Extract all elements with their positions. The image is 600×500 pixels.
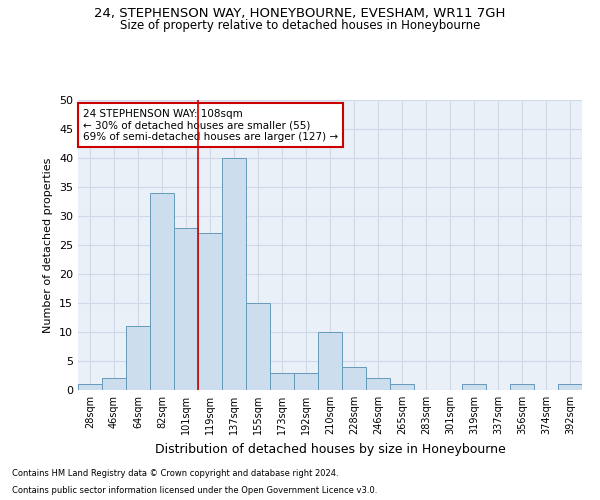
Bar: [390, 384, 414, 390]
Text: Size of property relative to detached houses in Honeybourne: Size of property relative to detached ho…: [120, 19, 480, 32]
Text: Contains public sector information licensed under the Open Government Licence v3: Contains public sector information licen…: [12, 486, 377, 495]
Bar: [342, 367, 366, 390]
Bar: [174, 228, 198, 390]
Bar: [246, 303, 270, 390]
Bar: [366, 378, 390, 390]
Bar: [558, 384, 582, 390]
X-axis label: Distribution of detached houses by size in Honeybourne: Distribution of detached houses by size …: [155, 442, 505, 456]
Bar: [318, 332, 342, 390]
Text: 24, STEPHENSON WAY, HONEYBOURNE, EVESHAM, WR11 7GH: 24, STEPHENSON WAY, HONEYBOURNE, EVESHAM…: [94, 8, 506, 20]
Bar: [126, 326, 150, 390]
Y-axis label: Number of detached properties: Number of detached properties: [43, 158, 53, 332]
Bar: [270, 372, 294, 390]
Bar: [294, 372, 318, 390]
Bar: [150, 193, 174, 390]
Bar: [198, 234, 222, 390]
Bar: [510, 384, 534, 390]
Bar: [462, 384, 486, 390]
Bar: [78, 384, 102, 390]
Bar: [222, 158, 246, 390]
Text: Contains HM Land Registry data © Crown copyright and database right 2024.: Contains HM Land Registry data © Crown c…: [12, 468, 338, 477]
Bar: [102, 378, 126, 390]
Text: 24 STEPHENSON WAY: 108sqm
← 30% of detached houses are smaller (55)
69% of semi-: 24 STEPHENSON WAY: 108sqm ← 30% of detac…: [83, 108, 338, 142]
